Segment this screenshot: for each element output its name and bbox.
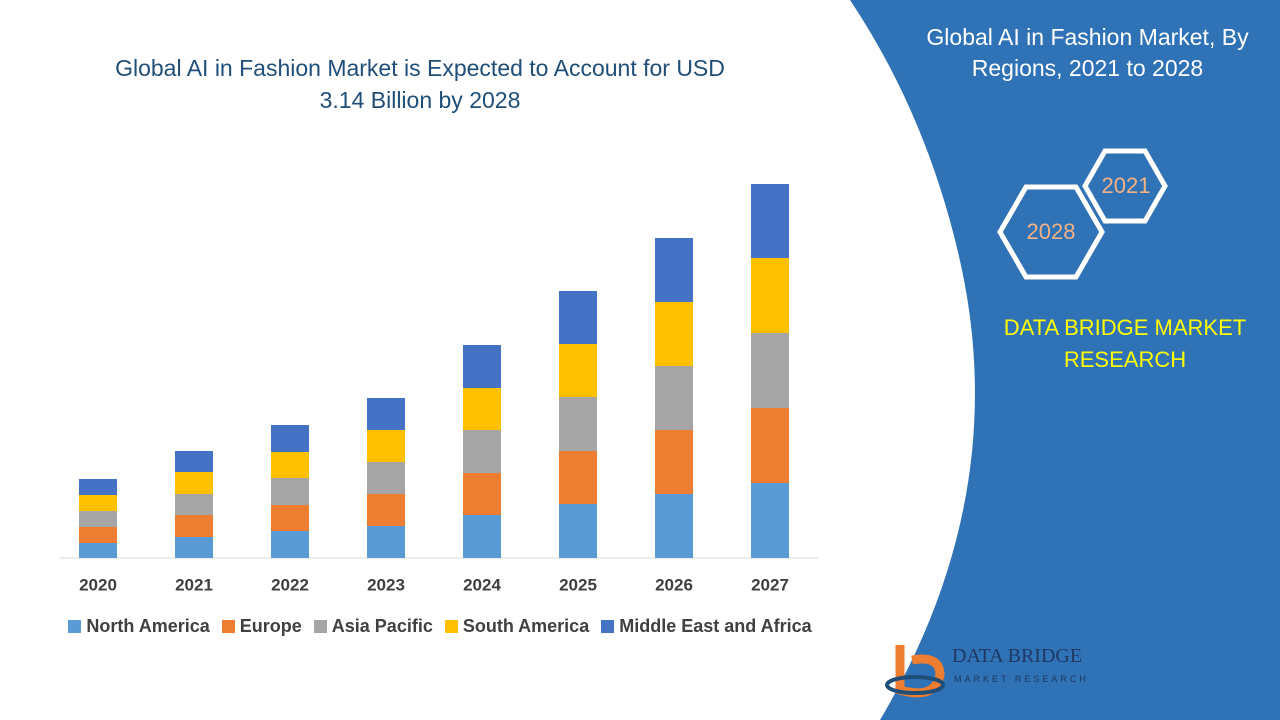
bar-segment	[367, 430, 405, 462]
bar-segment	[655, 302, 693, 366]
logo-name: DATA BRIDGE	[952, 645, 1082, 667]
legend-label: Middle East and Africa	[619, 616, 812, 636]
bar-segment	[655, 430, 693, 494]
bar-segment	[367, 494, 405, 526]
bar-segment	[751, 483, 789, 558]
legend-item: Asia Pacific	[313, 616, 433, 637]
x-tick-label: 2026	[655, 575, 693, 594]
logo-tagline: MARKET RESEARCH	[954, 674, 1089, 684]
x-tick-label: 2027	[751, 575, 789, 594]
legend-item: South America	[444, 616, 590, 637]
sidebar-heading: Global AI in Fashion Market, By Regions,…	[926, 24, 1249, 81]
bar-segment	[655, 238, 693, 302]
bar-segment	[751, 333, 789, 408]
chart-title: Global AI in Fashion Market is Expected …	[115, 55, 725, 113]
bar-segment	[175, 472, 213, 494]
bar-segment	[463, 388, 501, 430]
bar-segment	[463, 515, 501, 558]
hexagon	[1082, 148, 1168, 224]
brand: DATA BRIDGE MARKET RESEARCH	[1003, 315, 1247, 372]
legend-swatch	[221, 620, 235, 633]
bar-segment	[559, 397, 597, 451]
bar-segment	[175, 451, 213, 472]
legend: North America Europe Asia Pacific South Ame…	[40, 616, 840, 637]
legend-label: North America	[86, 616, 210, 636]
legend-item: North America	[68, 616, 210, 637]
hexagon	[997, 184, 1105, 280]
bar-segment	[367, 526, 405, 558]
x-tick-label: 2020	[79, 575, 117, 594]
legend-swatch	[68, 620, 82, 633]
bar-segment	[559, 504, 597, 558]
bar-segment	[271, 478, 309, 505]
bar-segment	[271, 452, 309, 478]
legend-swatch	[601, 620, 615, 633]
x-tick-label: 2022	[271, 575, 309, 594]
legend-item: Europe	[221, 616, 302, 637]
x-tick-label: 2021	[175, 575, 213, 594]
bar-segment	[79, 511, 117, 527]
bar-segment	[271, 425, 309, 452]
hexagon-label: 2028	[1027, 219, 1076, 244]
x-tick-label: 2023	[367, 575, 405, 594]
bar-segment	[79, 479, 117, 495]
x-tick-label: 2024	[463, 575, 501, 594]
bar-segment	[367, 398, 405, 430]
legend-label: Asia Pacific	[331, 616, 433, 636]
legend-label: Europe	[239, 616, 302, 636]
bar-segment	[79, 543, 117, 558]
bar-segment	[751, 408, 789, 483]
x-tick-label: 2025	[559, 575, 597, 594]
logo-mark	[885, 675, 945, 695]
legend-swatch	[313, 620, 327, 633]
bar-segment	[271, 505, 309, 531]
bar-segment	[655, 366, 693, 430]
hexagon-label: 2021	[1102, 173, 1151, 198]
bar-segment	[271, 531, 309, 558]
bar-segment	[559, 344, 597, 397]
bar-segment	[559, 451, 597, 504]
legend-swatch	[444, 620, 458, 633]
legend-item: Middle East and Africa	[601, 616, 812, 637]
bar-segment	[655, 494, 693, 558]
bar-segment	[463, 473, 501, 515]
bar-segment	[175, 515, 213, 537]
bar-segment	[175, 494, 213, 515]
bar-segment	[79, 527, 117, 543]
bar-segment	[463, 430, 501, 473]
bar-segment	[751, 258, 789, 333]
bar-segment	[559, 291, 597, 344]
bar-segment	[79, 495, 117, 511]
sidebar-panel	[850, 0, 1280, 720]
bar-segment	[463, 345, 501, 388]
legend-label: South America	[462, 616, 590, 636]
bar-segment	[175, 537, 213, 558]
bar-segment	[751, 184, 789, 258]
bar-segment	[367, 462, 405, 494]
